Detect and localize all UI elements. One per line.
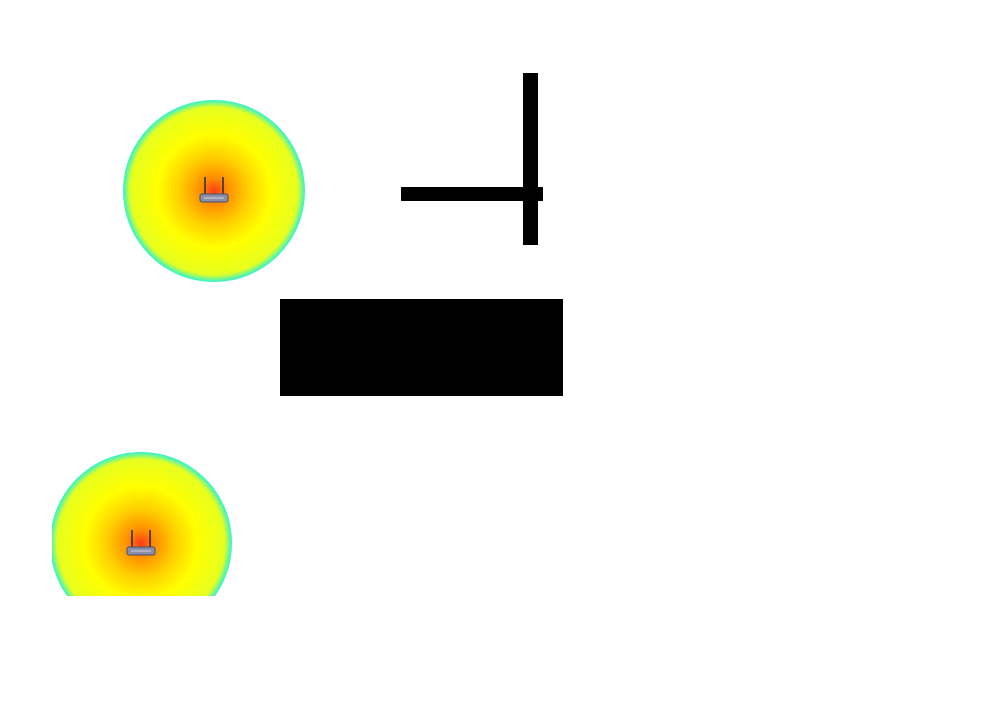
wifi-router-icon[interactable]	[126, 530, 156, 556]
signal-coverage-circle	[123, 100, 305, 282]
wall-vertical[interactable]	[523, 73, 538, 245]
access-point-1[interactable]	[123, 100, 305, 282]
access-point-2[interactable]	[50, 452, 232, 634]
wall-horizontal[interactable]	[401, 187, 543, 201]
signal-coverage-circle	[52, 452, 232, 596]
obstacle-block[interactable]	[280, 299, 563, 396]
wifi-router-icon[interactable]	[199, 177, 229, 203]
